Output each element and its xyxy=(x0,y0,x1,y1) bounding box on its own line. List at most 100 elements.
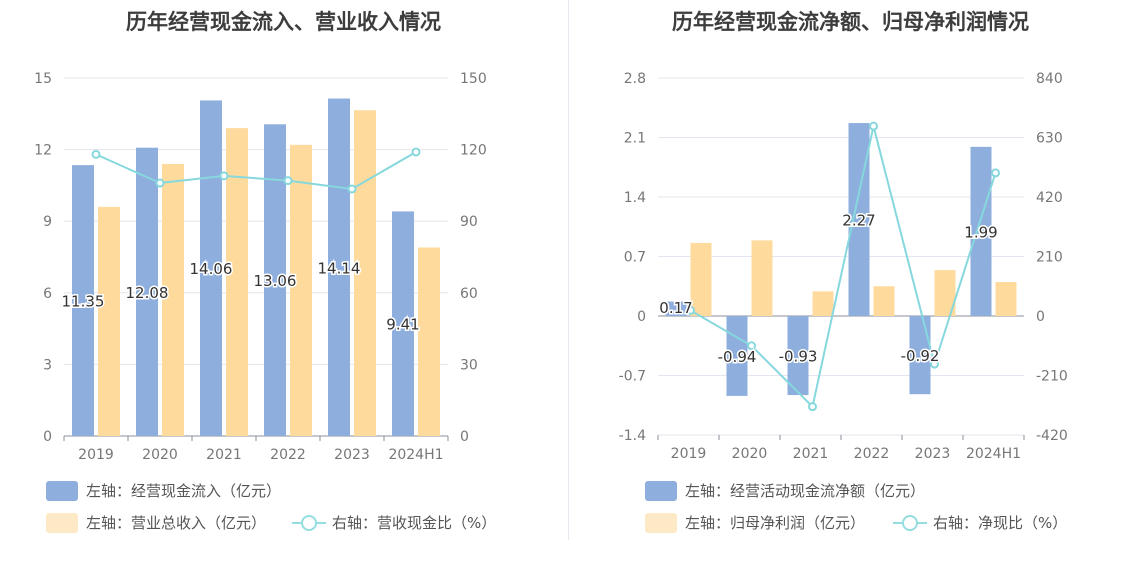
data-label: 13.06 xyxy=(254,272,297,290)
bar-net-profit xyxy=(873,286,895,316)
bar-net-profit xyxy=(934,270,956,316)
right-axis-tick-label: 840 xyxy=(1036,71,1063,87)
legend-label: 左轴：归母净利润（亿元） xyxy=(685,514,866,532)
bar-net-profit xyxy=(751,240,773,316)
left-axis-tick-label: 2.1 xyxy=(624,131,646,147)
legend-swatch-orange xyxy=(645,512,677,533)
bar-cash-inflow xyxy=(392,211,414,436)
bar-net-cashflow xyxy=(726,316,748,396)
legend-line-marker-icon xyxy=(893,513,927,533)
data-label: 12.08 xyxy=(126,284,169,302)
legend-item-ratio[interactable]: 右轴：营收现金比（%） xyxy=(292,512,496,533)
x-axis-tick-label: 2023 xyxy=(915,446,951,462)
bar-net-profit xyxy=(812,291,834,316)
ratio-line xyxy=(95,151,417,191)
left-axis-tick-label: 2.8 xyxy=(624,71,646,87)
ratio-point xyxy=(219,171,229,181)
left-axis-tick-label: -0.7 xyxy=(619,369,646,385)
left-axis-tick-label: 15 xyxy=(34,71,52,87)
cash-inflow-revenue-panel: 历年经营现金流入、营业收入情况 0 0 3 30 6 60 9 90 12 120 15 150 201… xyxy=(34,10,496,533)
legend-item-cash-inflow[interactable]: 左轴：经营现金流入（亿元） xyxy=(46,480,281,501)
bar-cash-inflow xyxy=(72,165,94,436)
right-axis-tick-label: 0 xyxy=(460,429,469,445)
legend-swatch-orange xyxy=(46,512,78,533)
legend-item-net-cash-ratio[interactable]: 右轴：净现比（%） xyxy=(893,512,1067,533)
bar-net-cashflow xyxy=(970,146,992,316)
bar-cash-inflow xyxy=(200,100,222,437)
x-axis-tick-label: 2024H1 xyxy=(966,446,1021,462)
right-axis-tick-label: 60 xyxy=(460,286,478,302)
right-axis-tick-label: 630 xyxy=(1036,131,1063,147)
right-axis-tick-label: 30 xyxy=(460,357,478,373)
legend-item-net-profit[interactable]: 左轴：归母净利润（亿元） xyxy=(645,512,865,533)
x-axis-tick-label: 2019 xyxy=(78,447,114,463)
ratio-point xyxy=(91,149,101,159)
left-axis-tick-label: 0 xyxy=(43,429,52,445)
net-cashflow-profit-chart: -1.4 -420 -0.7 -210 0 0 0.7 210 1.4 420 2.1 630 2.8 8… xyxy=(619,71,1068,462)
chart-title: 历年经营现金流入、营业收入情况 xyxy=(126,10,441,34)
left-axis-tick-label: 0.7 xyxy=(624,250,646,266)
bar-cash-inflow xyxy=(264,124,286,436)
data-label: -0.94 xyxy=(718,348,757,366)
ratio-point xyxy=(808,402,817,412)
bar-cash-inflow xyxy=(136,147,158,436)
ratio-point xyxy=(991,168,1000,178)
x-axis-tick-label: 2020 xyxy=(732,446,768,462)
left-axis-tick-label: 6 xyxy=(43,286,52,302)
right-axis-tick-label: 150 xyxy=(460,71,487,87)
legend-item-revenue[interactable]: 左轴：营业总收入（亿元） xyxy=(46,512,266,533)
bar-revenue xyxy=(98,206,120,436)
right-axis-tick-label: 210 xyxy=(1036,250,1063,266)
x-axis-tick-label: 2020 xyxy=(142,447,178,463)
net-cashflow-profit-panel: 历年经营现金流净额、归母净利润情况 -1.4 -420 -0.7 -210 0 0 0.7 2… xyxy=(567,0,1134,582)
bar-net-cashflow xyxy=(665,301,687,316)
data-label: 14.14 xyxy=(318,259,361,277)
legend-label: 左轴：经营现金流入（亿元） xyxy=(86,482,282,500)
bar-revenue xyxy=(290,144,312,436)
x-axis-tick-label: 2022 xyxy=(270,447,306,463)
data-label: 2.27 xyxy=(842,212,875,230)
legend-swatch-blue xyxy=(46,480,78,501)
data-label: -0.93 xyxy=(779,348,818,366)
bar-revenue xyxy=(162,163,184,437)
legend-label: 右轴：营收现金比（%） xyxy=(332,514,497,532)
left-axis-tick-label: 1.4 xyxy=(624,190,646,206)
ratio-point xyxy=(747,341,756,351)
x-axis-tick-label: 2021 xyxy=(793,446,829,462)
bar-revenue xyxy=(226,128,248,436)
left-axis-tick-label: 12 xyxy=(34,143,52,159)
chart-title: 历年经营现金流净额、归母净利润情况 xyxy=(672,10,1029,34)
left-axis-tick-label: 9 xyxy=(43,214,52,230)
x-axis-tick-label: 2022 xyxy=(854,446,890,462)
bar-cash-inflow xyxy=(328,98,350,436)
right-axis-tick-label: 120 xyxy=(460,143,487,159)
bar-net-cashflow xyxy=(787,316,809,396)
ratio-point xyxy=(283,176,293,186)
x-axis-tick-label: 2021 xyxy=(206,447,242,463)
ratio-point xyxy=(347,184,357,194)
right-axis-tick-label: 0 xyxy=(1036,309,1045,325)
x-axis-tick-label: 2023 xyxy=(334,447,370,463)
right-axis-tick-label: -210 xyxy=(1036,369,1068,385)
legend-label: 左轴：营业总收入（亿元） xyxy=(86,514,267,532)
bar-net-profit xyxy=(690,242,712,316)
legend-label: 右轴：净现比（%） xyxy=(933,514,1068,532)
legend-item-net-cashflow[interactable]: 左轴：经营活动现金流净额（亿元） xyxy=(645,480,925,501)
right-axis-tick-label: -420 xyxy=(1036,428,1068,444)
x-axis-tick-label: 2019 xyxy=(671,446,707,462)
ratio-line xyxy=(689,125,997,409)
data-label: 9.41 xyxy=(386,316,419,334)
right-axis-tick-label: 90 xyxy=(460,214,478,230)
panel-divider xyxy=(568,0,569,540)
legend-swatch-blue xyxy=(645,480,677,501)
left-axis-tick-label: 3 xyxy=(43,357,52,373)
data-label: 0.17 xyxy=(659,299,692,317)
x-axis-tick-label: 2024H1 xyxy=(388,447,443,463)
left-axis-tick-label: -1.4 xyxy=(619,428,646,444)
bar-net-cashflow xyxy=(909,316,931,395)
right-axis-tick-label: 420 xyxy=(1036,190,1063,206)
legend-line-marker-icon xyxy=(292,513,326,533)
data-label: 14.06 xyxy=(190,260,233,278)
data-label: -0.92 xyxy=(901,347,940,365)
ratio-point xyxy=(930,359,939,369)
